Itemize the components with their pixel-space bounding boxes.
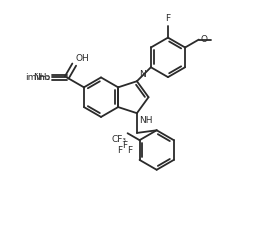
Text: F: F [127,146,132,155]
Text: F: F [117,146,122,155]
Text: NH: NH [139,116,152,125]
Text: NH₂: NH₂ [33,73,50,82]
Text: CF₃: CF₃ [112,135,127,144]
Text: F: F [165,14,170,23]
Text: OH: OH [75,54,89,63]
Text: N: N [139,70,146,79]
Text: O: O [201,35,208,44]
Text: F: F [122,141,127,150]
Text: imino: imino [25,73,50,82]
